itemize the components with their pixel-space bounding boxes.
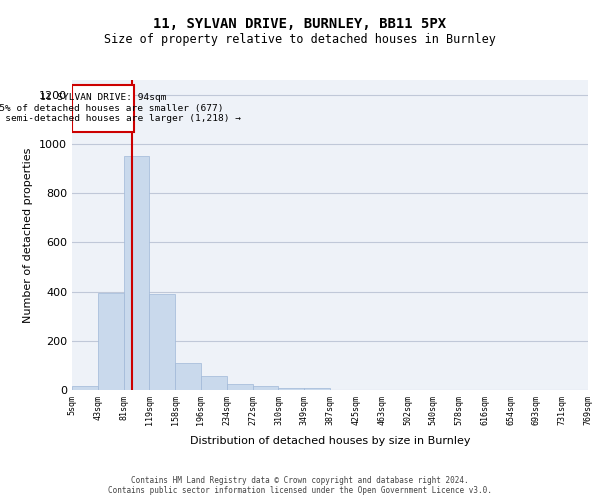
Bar	[124, 156, 149, 390]
X-axis label: Distribution of detached houses by size in Burnley: Distribution of detached houses by size …	[190, 436, 470, 446]
Bar	[149, 294, 175, 390]
Bar	[253, 386, 278, 390]
Bar	[98, 293, 124, 390]
Bar	[278, 388, 304, 390]
Text: 11, SYLVAN DRIVE, BURNLEY, BB11 5PX: 11, SYLVAN DRIVE, BURNLEY, BB11 5PX	[154, 18, 446, 32]
Y-axis label: Number of detached properties: Number of detached properties	[23, 148, 34, 322]
Bar	[72, 386, 98, 390]
Bar	[227, 384, 253, 390]
Bar	[175, 363, 201, 390]
Text: 11 SYLVAN DRIVE: 94sqm
← 35% of detached houses are smaller (677)
63% of semi-de: 11 SYLVAN DRIVE: 94sqm ← 35% of detached…	[0, 94, 241, 123]
FancyBboxPatch shape	[72, 85, 134, 132]
Bar	[201, 376, 227, 390]
Bar	[304, 388, 330, 390]
Text: Size of property relative to detached houses in Burnley: Size of property relative to detached ho…	[104, 32, 496, 46]
Text: Contains HM Land Registry data © Crown copyright and database right 2024.
Contai: Contains HM Land Registry data © Crown c…	[108, 476, 492, 495]
